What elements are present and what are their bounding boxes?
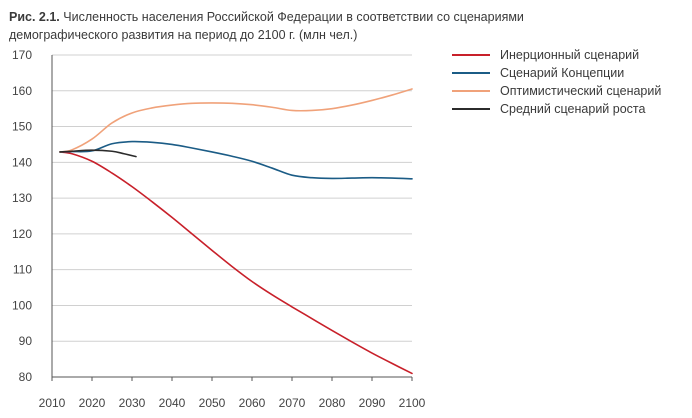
series-line-2	[59, 140, 413, 180]
y-tick-label: 110	[13, 263, 32, 277]
x-tick-label: 2090	[359, 396, 386, 410]
figure-label: Рис. 2.1.	[9, 10, 60, 24]
y-tick-labels: 80 90 100 110 120 130 140 150 160 170	[12, 48, 32, 384]
series-lines	[59, 88, 413, 375]
grid-lines	[52, 54, 412, 342]
y-tick-label: 150	[12, 120, 32, 134]
y-tick-label: 100	[12, 298, 32, 312]
x-tick-label: 2010	[39, 396, 66, 410]
legend-label: Оптимистический сценарий	[500, 84, 661, 98]
chart-caption: Рис. 2.1. Численность населения Российск…	[9, 8, 569, 44]
y-tick-label: 90	[19, 334, 33, 348]
x-tick-label: 2100	[399, 396, 426, 410]
y-tick-label: 120	[12, 227, 32, 241]
x-tick-label: 2080	[319, 396, 346, 410]
x-tick-label: 2020	[79, 396, 106, 410]
y-tick-label: 170	[12, 48, 32, 62]
x-tick-label: 2050	[199, 396, 226, 410]
legend-label: Средний сценарий роста	[500, 102, 645, 116]
series-line-3	[59, 88, 413, 153]
axes	[51, 55, 413, 381]
caption-line-2: демографического развития на период до 2…	[9, 28, 358, 42]
series-line-4	[59, 149, 137, 158]
legend-label: Инерционный сценарий	[500, 48, 639, 62]
x-tick-label: 2060	[239, 396, 266, 410]
y-tick-label: 80	[19, 370, 33, 384]
legend-label: Сценарий Концепции	[500, 66, 624, 80]
x-tick-labels: 2010 2020 2030 2040 2050 2060 2070 2080 2090 2100	[39, 396, 426, 410]
legend: Инерционный сценарий Сценарий Концепции Оп…	[452, 48, 661, 116]
x-tick-label: 2070	[279, 396, 306, 410]
x-tick-label: 2030	[119, 396, 146, 410]
y-tick-label: 130	[12, 191, 32, 205]
series-line-1	[59, 151, 413, 375]
caption-line-1: Численность населения Российской Федерац…	[63, 10, 524, 24]
y-tick-label: 160	[12, 84, 32, 98]
y-tick-label: 140	[12, 155, 32, 169]
x-tick-label: 2040	[159, 396, 186, 410]
